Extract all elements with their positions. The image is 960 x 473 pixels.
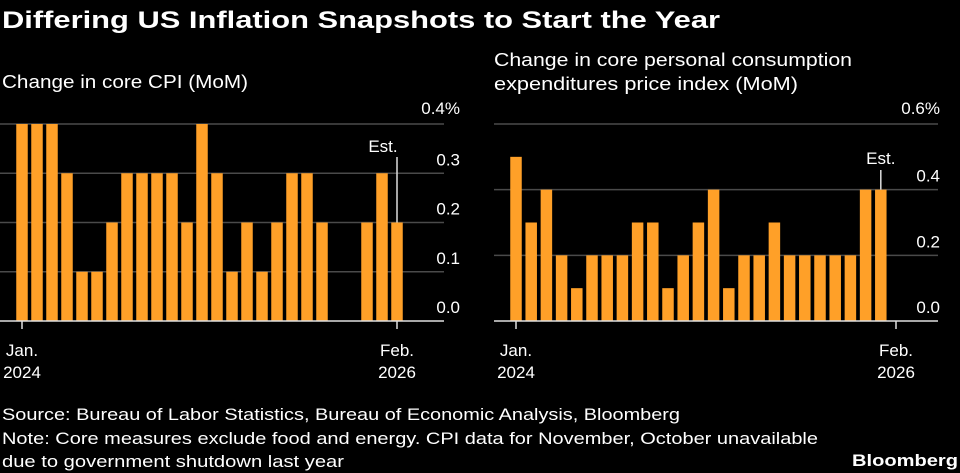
bar-2024-07 (601, 255, 613, 321)
bar-2024-03 (540, 189, 553, 321)
bar-2024-09 (136, 173, 148, 321)
right-chart-title-line2: expenditures price index (MoM) (494, 74, 798, 94)
bar-2025-07 (783, 255, 796, 321)
annotation-est-label: Est. (866, 149, 895, 168)
x-label-start-line1: Jan. (500, 341, 532, 360)
bar-2025-09 (814, 255, 826, 321)
y-tick-label: 0.1 (436, 249, 460, 268)
x-label-start-line2: 2024 (3, 363, 41, 382)
bar-2025-01 (196, 124, 208, 321)
x-label-end-line2: 2026 (378, 363, 416, 382)
y-tick-label: 0.2 (916, 232, 940, 251)
bar-2024-06 (586, 255, 598, 321)
bar-2024-02 (525, 222, 537, 321)
bar-2024-09 (631, 222, 644, 321)
bar-2025-05 (753, 255, 765, 321)
bar-2024-10 (151, 173, 163, 321)
bar-2024-05 (76, 271, 88, 321)
bar-2025-06 (271, 222, 283, 321)
x-label-end-line1: Feb. (879, 341, 913, 360)
bar-2025-12 (859, 189, 872, 321)
y-tick-label: 0.2 (436, 200, 460, 219)
y-tick-label: 0.0 (916, 298, 940, 317)
bar-2024-01 (16, 124, 28, 321)
left-chart-cpi: 0.0 0.1 0.2 0.3 0.4% Jan. 2024 Feb. 2026 Est. (0, 99, 460, 382)
bar-2024-11 (662, 288, 674, 321)
bar-2025-07 (286, 173, 298, 321)
bar-2024-11 (166, 173, 178, 321)
footnote-line1: Note: Core measures exclude food and ene… (2, 429, 818, 448)
bar-2024-12 (181, 222, 193, 321)
bar-2024-04 (555, 255, 568, 321)
bar-2025-05 (256, 271, 268, 321)
bar-2025-04 (241, 222, 253, 321)
bar-2025-09 (316, 222, 328, 321)
bar-2025-03 (723, 288, 735, 321)
right-chart-pce: 0.0 0.2 0.4 0.6% Jan. 2024 Feb. 2026 Est. (494, 99, 940, 382)
bar-2024-08 (616, 255, 629, 321)
annotation-est-label: Est. (368, 137, 397, 156)
bar-2024-05 (571, 288, 583, 321)
footnote-line2: due to government shutdown last year (2, 452, 344, 471)
bar-2025-02 (707, 189, 720, 321)
bar-2024-12 (677, 255, 689, 321)
bar-2025-04 (738, 255, 750, 321)
bar-2025-02 (211, 173, 223, 321)
bar-2024-03 (46, 124, 58, 321)
main-title: Differing US Inflation Snapshots to Star… (2, 7, 720, 34)
bar-2024-06 (91, 271, 103, 321)
left-chart-title: Change in core CPI (MoM) (2, 72, 248, 92)
bar-2024-07 (106, 222, 118, 321)
right-chart-title-line1: Change in core personal consumption (494, 50, 852, 70)
y-tick-label: 0.3 (436, 150, 460, 169)
x-label-start-line2: 2024 (497, 363, 535, 382)
bar-2024-10 (647, 222, 659, 321)
bar-2025-11 (844, 255, 857, 321)
bar-2025-08 (301, 173, 313, 321)
bar-2024-04 (61, 173, 73, 321)
bar-2025-03 (226, 271, 238, 321)
bar-2025-12 (361, 222, 373, 321)
x-label-start-line1: Jan. (6, 341, 38, 360)
source-note: Source: Bureau of Labor Statistics, Bure… (2, 405, 680, 424)
y-tick-label: 0.0 (436, 298, 460, 317)
bar-2026-02 (391, 222, 403, 321)
bar-2025-08 (799, 255, 811, 321)
y-tick-label: 0.4 (916, 167, 940, 186)
bar-2024-08 (121, 173, 133, 321)
x-label-end-line2: 2026 (877, 363, 915, 382)
y-tick-label: 0.6% (901, 99, 940, 118)
bar-2024-01 (510, 156, 522, 321)
bar-2026-01 (376, 173, 388, 321)
bloomberg-logo: Bloomberg (852, 451, 958, 470)
bar-2025-01 (692, 222, 705, 321)
bar-2025-10 (829, 255, 841, 321)
y-tick-label: 0.4% (421, 99, 460, 118)
bar-2026-01 (875, 189, 887, 321)
x-label-end-line1: Feb. (380, 341, 414, 360)
bar-2024-02 (31, 124, 43, 321)
bar-2025-06 (768, 222, 781, 321)
